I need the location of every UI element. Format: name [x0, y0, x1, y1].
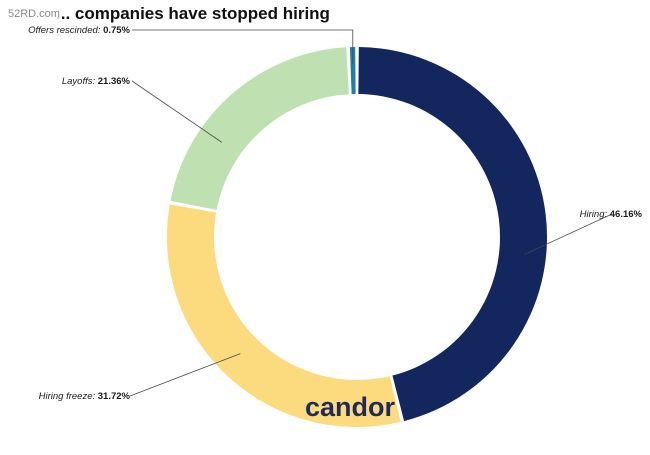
leader-hiring: [523, 213, 613, 255]
leader-hiring-freeze: [129, 353, 241, 397]
watermark: 52RD.com: [4, 4, 62, 22]
label-layoffs: Layoffs: 21.36%: [62, 76, 131, 87]
slice-hiring: [358, 47, 548, 422]
label-hiring-freeze-value: 31.72%: [98, 391, 131, 402]
label-layoffs-name: Layoffs:: [62, 76, 98, 87]
label-offers-rescinded-value: 0.75%: [103, 25, 130, 36]
donut-slices: [166, 47, 548, 427]
label-hiring-freeze-name: Hiring freeze:: [39, 391, 98, 402]
label-layoffs-value: 21.36%: [98, 76, 131, 87]
label-hiring-name: Hiring:: [580, 209, 610, 220]
watermark-text: 52RD.com: [8, 8, 60, 20]
leader-lines: [129, 29, 613, 397]
slice-labels: Hiring: 46.16% Hiring freeze: 31.72% Layof…: [28, 25, 642, 402]
label-hiring-value: 46.16%: [610, 209, 643, 220]
slice-hiring-freeze: [166, 204, 401, 427]
label-hiring-freeze: Hiring freeze: 31.72%: [39, 391, 131, 402]
candor-logo-text: candor: [305, 392, 396, 422]
slice-offers-rescinded: [349, 47, 356, 95]
leader-layoffs: [131, 80, 223, 143]
label-offers-rescinded-name: Offers rescinded:: [28, 25, 103, 36]
label-offers-rescinded: Offers rescinded: 0.75%: [28, 25, 130, 36]
leader-offers-rescinded: [132, 29, 354, 65]
chart-title: ... companies have stopped hiring: [56, 4, 330, 23]
slice-layoffs: [170, 47, 349, 210]
label-hiring: Hiring: 46.16%: [580, 209, 643, 220]
candor-logo: candor: [305, 392, 396, 422]
